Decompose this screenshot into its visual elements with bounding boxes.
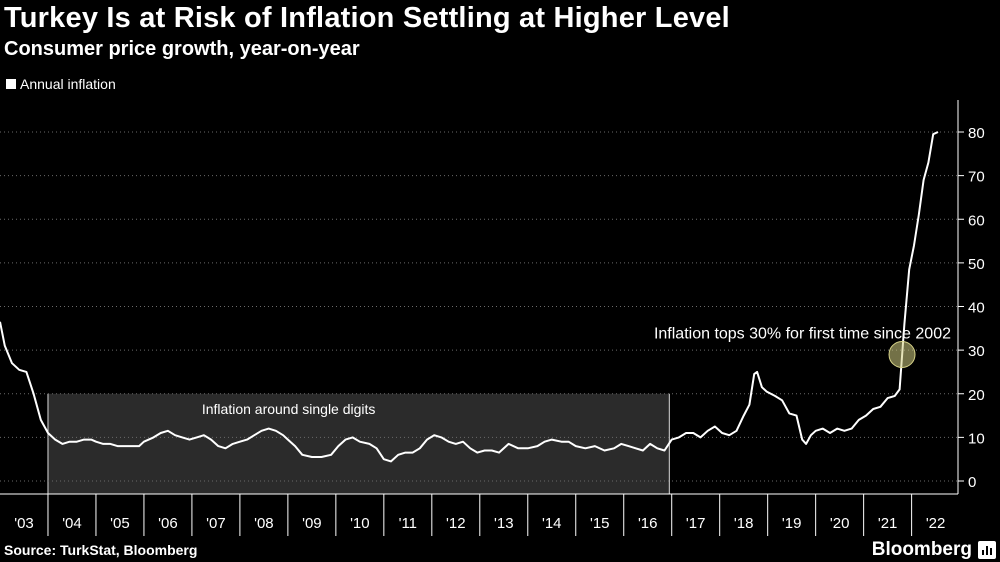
series-layer — [0, 131, 939, 463]
bloomberg-logo: Bloomberg — [871, 539, 972, 560]
legend-swatch — [6, 79, 16, 89]
y-tick-label-0: 0 — [968, 474, 976, 491]
x-tick-label-'19: '19 — [782, 515, 802, 532]
legend: Annual inflation — [6, 76, 116, 92]
single-digit-band — [47, 393, 670, 494]
y-tick-label-60: 60 — [968, 212, 985, 229]
series-line-annual-inflation — [0, 131, 939, 463]
x-tick-label-'22: '22 — [926, 515, 946, 532]
x-tick-label-'21: '21 — [878, 515, 898, 532]
x-tick-label-'05: '05 — [110, 515, 130, 532]
x-tick-label-'10: '10 — [350, 515, 370, 532]
y-tick-label-10: 10 — [968, 430, 985, 447]
chart-subtitle: Consumer price growth, year-on-year — [4, 38, 360, 60]
y-tick-label-70: 70 — [968, 169, 985, 186]
y-tick-label-50: 50 — [968, 256, 985, 273]
chart-title: Turkey Is at Risk of Inflation Settling … — [4, 2, 730, 34]
axes: 0 10 20 30 40 50 60 70 80 '03 '04 '05 '06 '07 '08 '09 '1… — [0, 100, 985, 536]
x-tick-label-'20: '20 — [830, 515, 850, 532]
x-tick-label-'08: '08 — [254, 515, 274, 532]
x-tick-label-'17: '17 — [686, 515, 706, 532]
highlight-annotation-label: Inflation tops 30% for first time since … — [654, 325, 951, 342]
x-tick-label-'18: '18 — [734, 515, 754, 532]
x-tick-label-'14: '14 — [542, 515, 562, 532]
x-tick-label-'11: '11 — [399, 515, 417, 532]
x-tick-label-'15: '15 — [590, 515, 610, 532]
x-tick-label-'04: '04 — [62, 515, 82, 532]
legend-label: Annual inflation — [20, 76, 116, 92]
y-tick-label-40: 40 — [968, 300, 985, 317]
x-tick-label-'16: '16 — [638, 515, 658, 532]
y-tick-label-80: 80 — [968, 125, 985, 142]
x-tick-label-'06: '06 — [158, 515, 178, 532]
source-note: Source: TurkStat, Bloomberg — [4, 542, 198, 558]
x-tick-label-'03: '03 — [14, 515, 34, 532]
x-tick-label-'07: '07 — [206, 515, 226, 532]
highlight-circle — [888, 340, 916, 368]
x-tick-label-'09: '09 — [302, 515, 322, 532]
single-digit-band-layer: Inflation around single digits — [47, 393, 670, 494]
x-tick-label-'13: '13 — [494, 515, 514, 532]
annotations-layer: Inflation tops 30% for first time since … — [654, 325, 951, 368]
band-annotation-label: Inflation around single digits — [202, 401, 376, 417]
y-tick-label-30: 30 — [968, 343, 985, 360]
x-tick-label-'12: '12 — [446, 515, 466, 532]
y-tick-label-20: 20 — [968, 387, 985, 404]
bloomberg-chart-icon — [978, 541, 996, 559]
